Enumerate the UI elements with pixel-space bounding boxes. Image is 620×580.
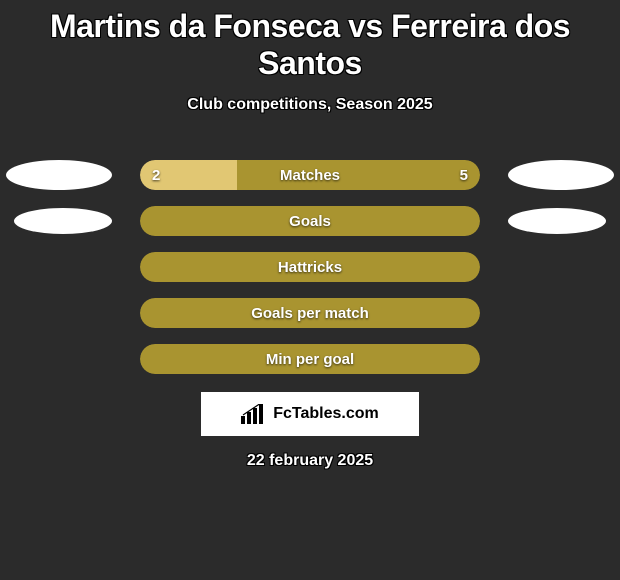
left-team-badge — [6, 160, 112, 190]
stat-label: Matches — [140, 160, 480, 190]
bar-chart-icon — [241, 404, 267, 424]
stat-label: Min per goal — [140, 344, 480, 374]
stat-row: Goals — [0, 198, 620, 244]
stat-row: Goals per match — [0, 290, 620, 336]
stat-bar: 25Matches — [140, 160, 480, 190]
stat-bar: Goals — [140, 206, 480, 236]
logo-text: FcTables.com — [273, 405, 379, 423]
comparison-chart: 25Matches Goals Hattricks Goals per match Mi… — [0, 152, 620, 382]
stat-label: Hattricks — [140, 252, 480, 282]
stat-bar: Hattricks — [140, 252, 480, 282]
stat-row: Min per goal — [0, 336, 620, 382]
stat-bar: Min per goal — [140, 344, 480, 374]
stat-label: Goals — [140, 206, 480, 236]
comparison-subtitle: Club competitions, Season 2025 — [0, 96, 620, 114]
right-team-badge — [508, 160, 614, 190]
left-team-badge — [14, 208, 112, 234]
fctables-logo: FcTables.com — [201, 392, 419, 436]
right-team-badge — [508, 208, 606, 234]
comparison-date: 22 february 2025 — [0, 452, 620, 470]
stat-row: Hattricks — [0, 244, 620, 290]
stat-label: Goals per match — [140, 298, 480, 328]
comparison-title: Martins da Fonseca vs Ferreira dos Santo… — [0, 0, 620, 82]
stat-bar: Goals per match — [140, 298, 480, 328]
logo-container: FcTables.com — [0, 392, 620, 436]
stat-row: 25Matches — [0, 152, 620, 198]
